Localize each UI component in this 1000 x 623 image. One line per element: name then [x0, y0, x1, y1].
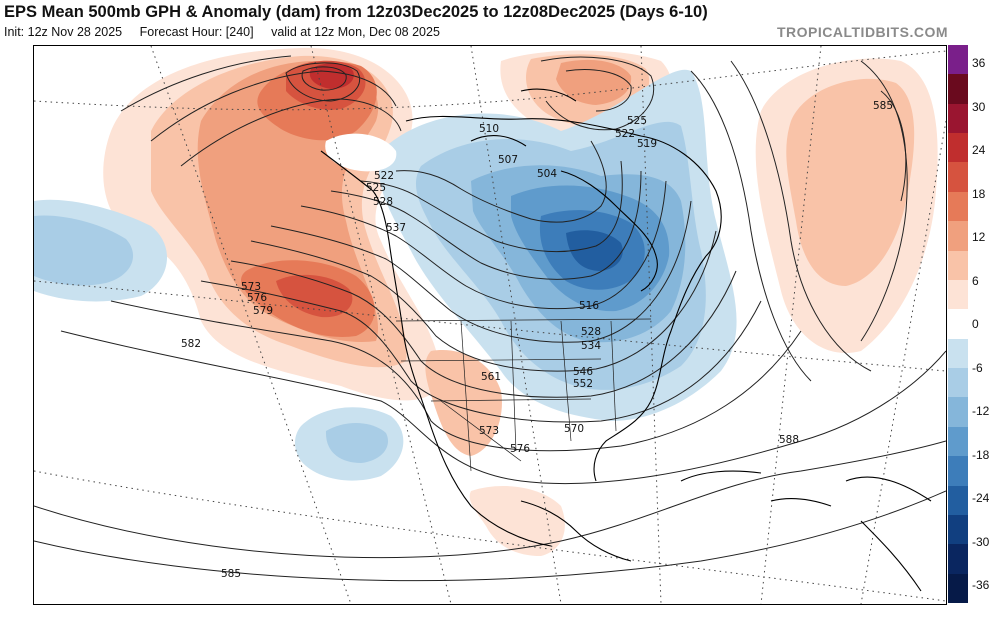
colorbar-tick-label: 12 — [972, 230, 986, 244]
colorbar-tick-label: 30 — [972, 99, 986, 114]
colorbar-tick-label: -6 — [972, 360, 983, 375]
contour-label: 525 — [627, 115, 647, 127]
height-contours — [34, 55, 946, 582]
colorbar-segment — [948, 103, 968, 134]
chart-title: EPS Mean 500mb GPH & Anomaly (dam) from … — [4, 3, 708, 21]
contour-label: 537 — [386, 222, 406, 234]
colorbar-segment — [948, 426, 968, 457]
contour-labels: 522 525 528 537 504 507 510 516 525 522 … — [181, 100, 893, 580]
contour-label: 528 — [581, 326, 601, 338]
init-time: Init: 12z Nov 28 2025 — [4, 25, 123, 39]
colorbar-segment — [948, 514, 968, 545]
colorbar-segment — [948, 338, 968, 369]
colorbar-tick-label: -12 — [972, 404, 990, 418]
contour-label: 519 — [637, 138, 657, 150]
colorbar-segment — [948, 368, 968, 398]
anomaly-map: 522 525 528 537 504 507 510 516 525 522 … — [34, 46, 946, 604]
colorbar-tick-label: 6 — [972, 273, 979, 288]
colorbar-tick-label: 24 — [972, 143, 986, 157]
anomaly-colorbar — [948, 45, 968, 604]
contour-label: 546 — [573, 366, 593, 378]
coastlines — [320, 88, 932, 592]
contour-label: 573 — [241, 281, 261, 293]
colorbar-segment — [948, 309, 968, 340]
chart-subtitle: Init: 12z Nov 28 2025 Forecast Hour: [24… — [4, 25, 454, 39]
colorbar-tick-label: 18 — [972, 186, 986, 201]
contour-label: 525 — [366, 182, 386, 194]
colorbar-segment — [948, 544, 968, 575]
colorbar-segment — [948, 191, 968, 222]
forecast-hour: Forecast Hour: [240] — [139, 25, 254, 39]
map-panel: 522 525 528 537 504 507 510 516 525 522 … — [33, 45, 947, 605]
anomaly-shading — [34, 47, 938, 556]
site-brand-logo: TROPICALTIDBITS.COM — [776, 24, 948, 40]
contour-label: 570 — [564, 423, 584, 435]
warm-anomaly-southwest — [425, 350, 502, 456]
contour-label: 588 — [779, 434, 799, 446]
contour-label: 576 — [247, 292, 267, 304]
political-borders — [395, 318, 652, 472]
contour-label: 504 — [537, 168, 557, 180]
contour-label: 507 — [498, 154, 518, 166]
contour-label: 528 — [373, 196, 393, 208]
contour-label: 585 — [873, 100, 893, 112]
contour-label: 561 — [481, 371, 501, 383]
colorbar-segment — [948, 133, 968, 163]
contour-label: 522 — [615, 128, 635, 140]
colorbar-tick-label: 36 — [972, 56, 986, 70]
contour-label: 522 — [374, 170, 394, 182]
colorbar-segment — [948, 250, 968, 281]
colorbar-segment — [948, 74, 968, 105]
lat-lon-grid — [34, 46, 946, 604]
colorbar-segment — [948, 397, 968, 428]
colorbar-segment — [948, 221, 968, 252]
colorbar-tick-label: -36 — [972, 578, 990, 592]
colorbar-tick-label: -18 — [972, 447, 990, 462]
colorbar-segment — [948, 279, 968, 310]
colorbar-segment — [948, 573, 968, 604]
contour-label: 534 — [581, 340, 601, 352]
contour-label: 585 — [221, 568, 241, 580]
contour-label: 510 — [479, 123, 499, 135]
valid-time: valid at 12z Mon, Dec 08 2025 — [271, 25, 440, 39]
contour-label: 582 — [181, 338, 201, 350]
contour-label: 516 — [579, 300, 599, 312]
colorbar-tick-label: -30 — [972, 534, 990, 549]
colorbar-segment — [948, 45, 968, 75]
contour-label: 573 — [479, 425, 499, 437]
colorbar-segment — [948, 456, 968, 487]
contour-label: 552 — [573, 378, 593, 390]
colorbar-tick-label: 0 — [972, 317, 979, 331]
colorbar-tick-label: -24 — [972, 491, 990, 505]
contour-label: 576 — [510, 443, 530, 455]
colorbar-segment — [948, 162, 968, 193]
contour-label: 579 — [253, 305, 273, 317]
colorbar-segment — [948, 485, 968, 516]
